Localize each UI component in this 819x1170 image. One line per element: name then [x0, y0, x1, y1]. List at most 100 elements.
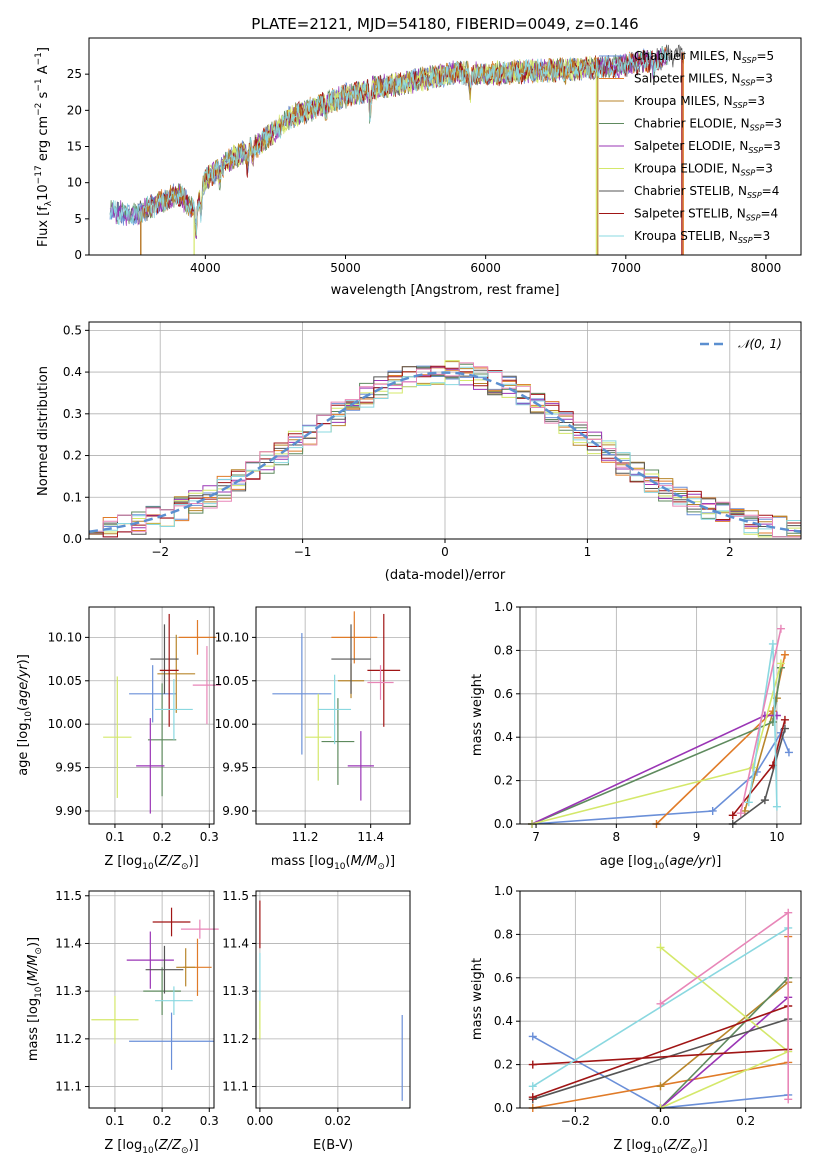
- plus-marker: [784, 748, 793, 757]
- y-tick-label: 0.1: [63, 490, 82, 504]
- x-tick-label: 8000: [751, 261, 782, 275]
- legend-label-tail: =4: [760, 207, 778, 221]
- plot-mass_vs_Z: [91, 907, 219, 1070]
- legend-label: Salpeter ELODIE, NSSP=3: [634, 139, 781, 155]
- axes-mass_weight_vs_Z: [520, 890, 801, 1109]
- label-part: ⊙: [181, 1146, 189, 1156]
- frame-mass_weight_vs_Z: −0.2 0.0 0.2 0.0 0.2 0.4 0.6 0.8 1.0 Z [log10(Z/Z…: [470, 884, 802, 1156]
- y-tick-label: 0.6: [494, 971, 513, 985]
- y-tick-label: 1.0: [494, 884, 513, 898]
- y-tick-label: 0.6: [494, 687, 513, 701]
- x-axis-label: E(B-V): [313, 1138, 353, 1153]
- y-tick-label: 0.8: [494, 927, 513, 941]
- plus-marker: [736, 809, 745, 818]
- x-tick-label: 0.3: [200, 1114, 219, 1128]
- x-tick-label: 0.00: [247, 1114, 274, 1128]
- x-tick-label: 5000: [330, 261, 361, 275]
- y-tick-label: 9.90: [222, 804, 249, 818]
- y-tick-label: 0.4: [494, 730, 513, 744]
- label-part: Z/Z: [158, 1138, 182, 1153]
- legend-label-main: Chabrier ELODIE, N: [634, 117, 750, 131]
- frame-residuals: −2 −1 0 1 2 0.0 0.1 0.2 0.3 0.4 0.5 𝒩(0, 1) (data-mo…: [36, 321, 802, 583]
- y-tick-label: 0.2: [494, 1058, 513, 1072]
- plus-marker: [744, 798, 753, 807]
- plus-marker: [740, 806, 749, 815]
- y-tick-label: 11.4: [55, 936, 82, 950]
- legend-label-sub: SSP: [741, 169, 756, 178]
- label-part: )]: [385, 854, 395, 869]
- label-part: 10: [142, 1146, 154, 1156]
- y-tick-label: 0.2: [63, 449, 82, 463]
- y-tick-label: 10: [67, 176, 82, 190]
- label-part: −17: [34, 165, 44, 184]
- legend-label: Chabrier ELODIE, NSSP=3: [634, 117, 782, 133]
- label-part: )]: [189, 1138, 199, 1153]
- y-tick-label: 0.0: [63, 532, 82, 546]
- label-part: age/yr: [16, 663, 31, 706]
- label-part: s: [36, 91, 51, 102]
- y-tick-label: 10.10: [48, 630, 82, 644]
- label-part: 10: [334, 862, 346, 872]
- label-part: (: [664, 854, 669, 869]
- plus-marker: [780, 650, 789, 659]
- legend-label: Chabrier STELIB, NSSP=4: [634, 184, 779, 200]
- figure-title: PLATE=2121, MJD=54180, FIBERID=0049, z=0…: [251, 15, 638, 33]
- label-part: 10: [34, 986, 44, 998]
- label-part: mass [log: [271, 854, 334, 869]
- y-tick-label: 10.10: [215, 630, 249, 644]
- y-tick-label: 11.3: [55, 984, 82, 998]
- plot-mass_weight_vs_Z: [528, 908, 793, 1112]
- legend-label: Salpeter STELIB, NSSP=4: [634, 207, 778, 223]
- x-tick-label: 0.2: [153, 1114, 172, 1128]
- frame-spectrum: 4000 5000 6000 7000 8000 0 5 10 15 20 25 wavelength…: [34, 37, 802, 298]
- spectrum-series: [140, 56, 599, 237]
- label-part: ⊙: [377, 862, 385, 872]
- plus-marker: [528, 1032, 537, 1041]
- plot-age_vs_Z: [103, 613, 222, 814]
- y-tick-label: 10.00: [215, 717, 249, 731]
- legend-label-tail: =4: [762, 184, 780, 198]
- x-axis-label: Z [log10(Z/Z⊙)]: [613, 1138, 707, 1156]
- x-tick-label: 4000: [190, 261, 221, 275]
- x-axis-label: mass [log10(M/M⊙)]: [271, 854, 395, 872]
- legend-label-sub: SSP: [733, 101, 748, 110]
- label-part: (: [16, 706, 31, 711]
- mass-weight-series: [532, 1018, 789, 1101]
- x-axis-label: wavelength [Angstrom, rest frame]: [331, 283, 560, 298]
- label-part: λ: [44, 200, 54, 206]
- y-tick-label: 11.1: [222, 1080, 249, 1094]
- x-tick-label: 0.1: [105, 830, 124, 844]
- label-part: ⊙: [181, 862, 189, 872]
- y-axis-label: age [log10(age/yr)]: [16, 654, 34, 776]
- legend-label-sub: SSP: [742, 56, 757, 65]
- legend-label-main: Salpeter ELODIE, N: [634, 139, 748, 153]
- frame-mass_vs_Z: 0.1 0.2 0.311.111.211.311.411.5Z [log10(Z/…: [26, 889, 219, 1156]
- label-part: age [log: [16, 723, 31, 776]
- label-part: ]: [36, 47, 51, 52]
- y-tick-label: 0.4: [494, 1014, 513, 1028]
- axes-age_vs_mass: [256, 607, 410, 824]
- y-tick-label: 11.2: [222, 1032, 249, 1046]
- histogram-series: [88, 362, 801, 539]
- x-tick-label: −0.2: [561, 1114, 590, 1128]
- y-tick-label: 0.4: [63, 365, 82, 379]
- x-tick-label: 2: [726, 545, 734, 559]
- legend-label-tail: =3: [755, 72, 773, 86]
- normal-curve: [88, 371, 802, 533]
- plot-mass_weight_vs_age: [528, 624, 793, 828]
- legend-label-tail: =3: [755, 162, 773, 176]
- label-part: )]: [698, 1138, 708, 1153]
- legend-label-main: Chabrier STELIB, N: [634, 184, 747, 198]
- y-tick-label: 11.1: [55, 1080, 82, 1094]
- y-tick-label: 20: [67, 103, 82, 117]
- legend-label-main: Kroupa ELODIE, N: [634, 162, 741, 176]
- label-part: −1: [34, 52, 44, 65]
- frame-mass_vs_ebv: 0.00 0.02 11.1 11.2 11.3 11.4 11.5 E(B-V): [222, 889, 411, 1153]
- label-part: ⊙: [690, 1146, 698, 1156]
- plus-marker: [776, 624, 785, 633]
- legend-label: Salpeter MILES, NSSP=3: [634, 72, 773, 88]
- mass-weight-series: [531, 714, 777, 825]
